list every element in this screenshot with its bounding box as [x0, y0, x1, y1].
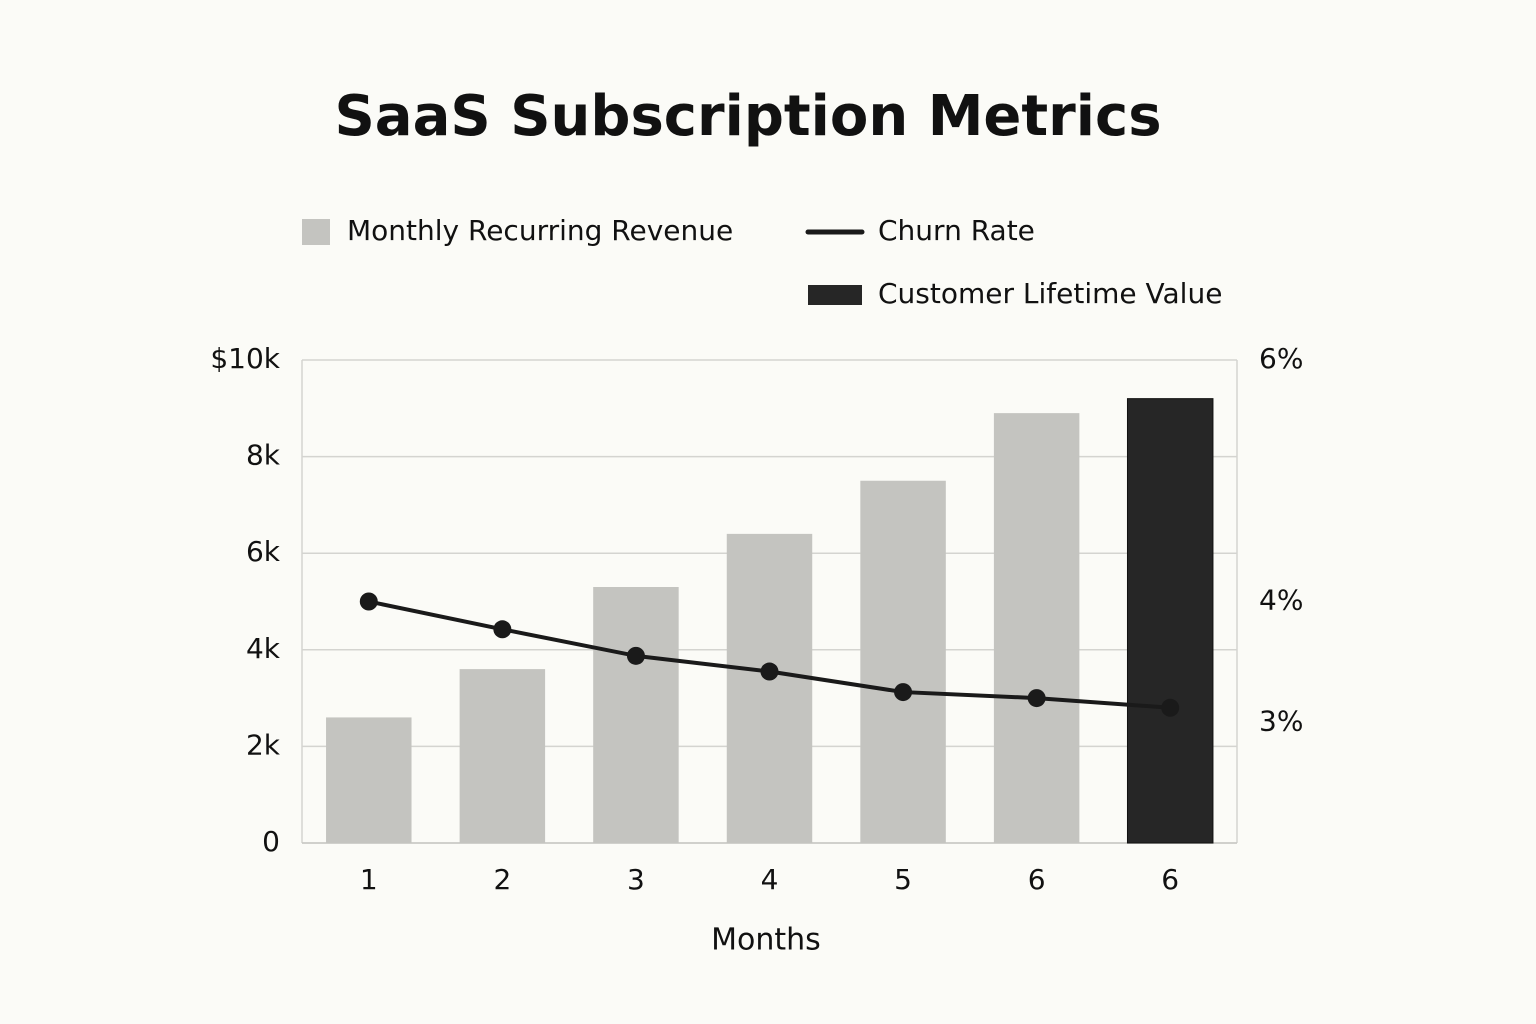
line-marker: [359, 592, 378, 611]
legend-label: Churn Rate: [878, 214, 1035, 247]
bar: [1126, 398, 1214, 844]
bar: [593, 587, 679, 843]
bar: [726, 533, 813, 843]
chart-title: SaaS Subscription Metrics: [334, 84, 1161, 149]
x-tick-label: 3: [627, 863, 645, 896]
line-marker: [894, 683, 913, 702]
x-tick-label: 6: [1028, 863, 1046, 896]
legend-label: Monthly Recurring Revenue: [347, 214, 733, 247]
line-marker: [1027, 689, 1046, 708]
line-marker: [626, 646, 645, 665]
y-tick-label: 0: [262, 825, 280, 858]
bar: [860, 480, 946, 843]
legend-swatch: [808, 285, 862, 305]
legend-swatch: [302, 219, 330, 245]
bar: [993, 413, 1080, 843]
y2-tick-label: 6%: [1259, 342, 1303, 375]
line-marker: [493, 620, 512, 639]
y-tick-label: $10k: [210, 342, 280, 375]
line-marker: [760, 662, 779, 681]
x-tick-label: 4: [761, 863, 779, 896]
x-tick-label: 2: [493, 863, 511, 896]
y2-tick-label: 3%: [1259, 704, 1303, 737]
y-tick-label: 8k: [246, 439, 281, 472]
bar: [326, 717, 412, 843]
line-marker: [1161, 698, 1180, 717]
y-tick-label: 4k: [246, 632, 281, 665]
x-tick-label: 1: [360, 863, 378, 896]
x-tick-label: 6: [1161, 863, 1179, 896]
x-axis-label: Months: [711, 923, 821, 958]
y-tick-label: 2k: [246, 728, 281, 761]
x-tick-label: 5: [894, 863, 912, 896]
y2-tick-label: 4%: [1259, 584, 1303, 617]
y-tick-label: 6k: [246, 535, 281, 568]
bar: [459, 669, 546, 843]
legend-label: Customer Lifetime Value: [878, 277, 1222, 310]
